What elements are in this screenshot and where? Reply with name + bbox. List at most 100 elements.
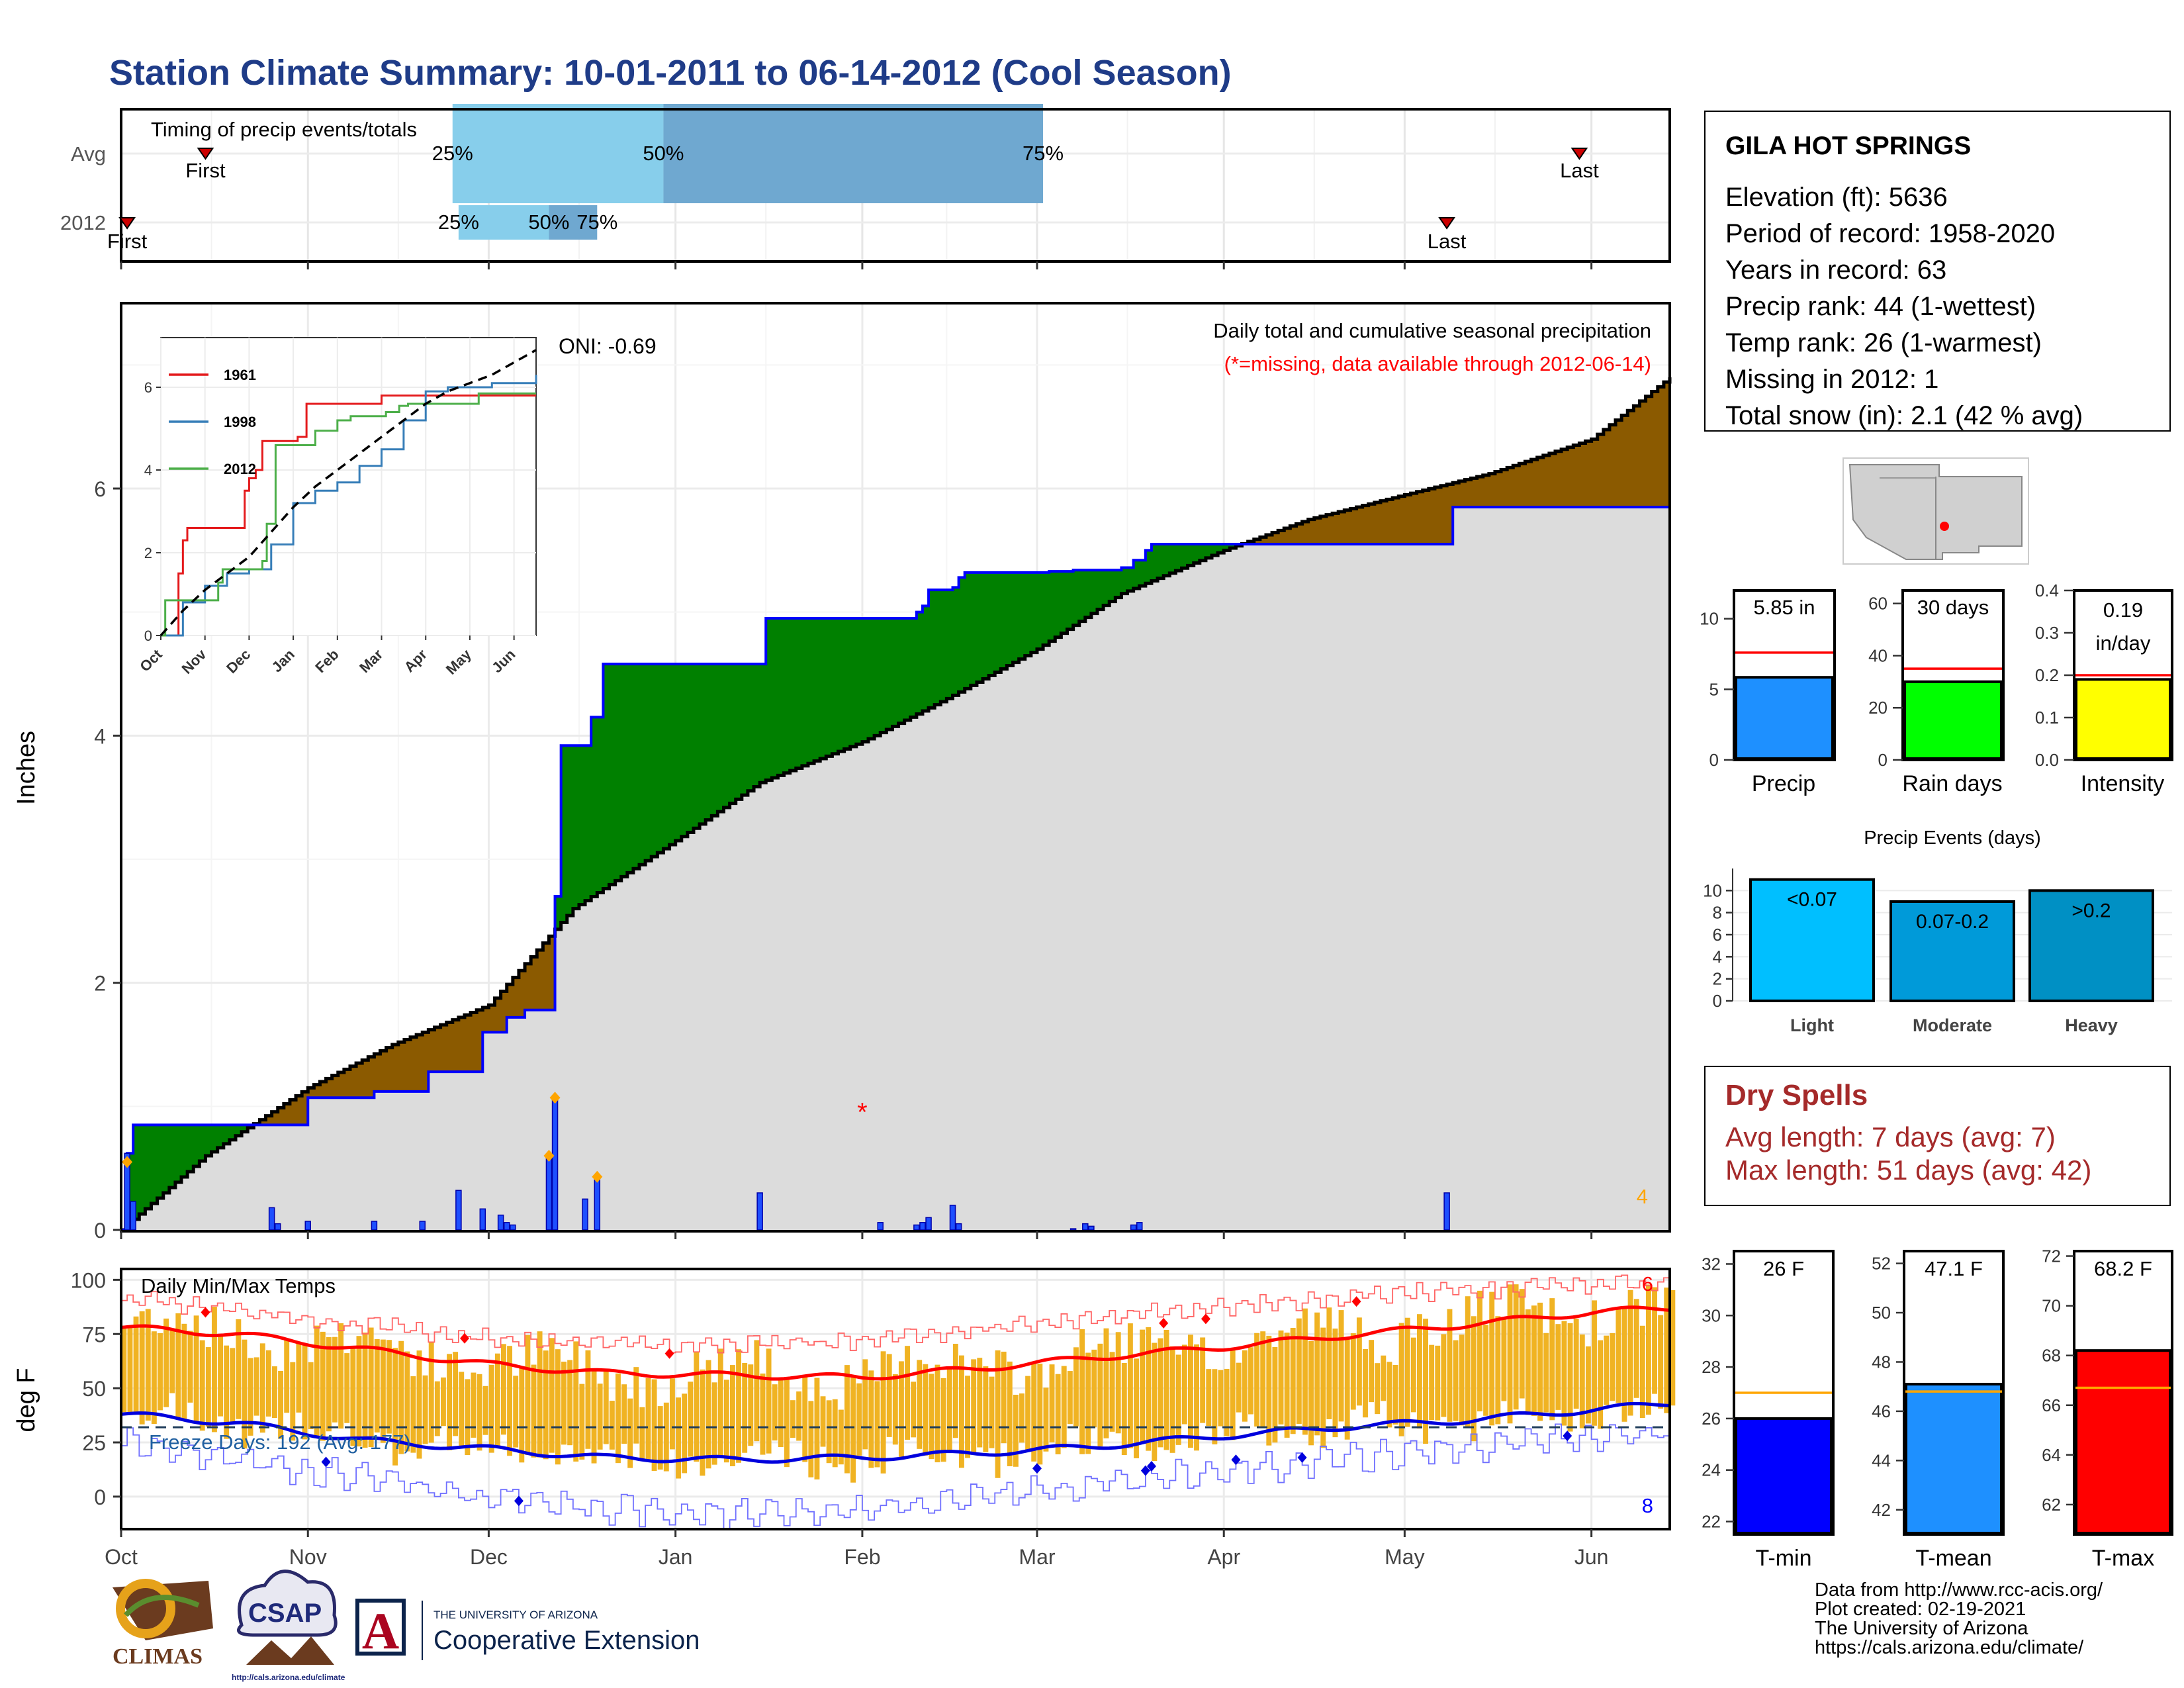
daily-temp-bar xyxy=(1381,1355,1387,1401)
daily-precip-bar xyxy=(925,1217,932,1231)
daily-temp-bar xyxy=(832,1399,838,1468)
mini-y-tick-label: 40 xyxy=(1868,645,1888,665)
daily-temp-bar xyxy=(199,1340,205,1431)
daily-temp-bar xyxy=(1561,1321,1567,1426)
daily-temp-bar xyxy=(760,1373,766,1455)
inset-legend-label: 1998 xyxy=(224,414,256,430)
daily-temp-bar xyxy=(555,1349,561,1465)
inset-line-1961 xyxy=(161,395,536,637)
daily-temp-bar xyxy=(296,1343,302,1413)
daily-temp-bar xyxy=(1592,1300,1597,1426)
daily-temp-bar xyxy=(711,1382,717,1465)
x-axis-month-label: Dec xyxy=(470,1545,508,1569)
daily-temp-bar xyxy=(459,1372,465,1447)
daily-temp-bar xyxy=(1573,1318,1579,1409)
daily-temp-bar xyxy=(1013,1395,1019,1467)
daily-temp-bar xyxy=(995,1350,1001,1478)
temp-summary-bar-t-mean xyxy=(1905,1382,2003,1534)
daily-temp-bar xyxy=(1007,1361,1013,1467)
freeze-days-label: Freeze Days: 192 (Avg: 177) xyxy=(149,1430,411,1454)
daily-temp-bar xyxy=(682,1393,688,1474)
station-period: Period of record: 1958-2020 xyxy=(1725,219,2056,248)
daily-temp-bar xyxy=(1019,1393,1024,1443)
timing-row-avg: Avg xyxy=(71,142,106,165)
daily-temp-bar xyxy=(314,1325,320,1438)
daily-temp-bar xyxy=(248,1358,253,1436)
daily-temp-bar xyxy=(754,1340,760,1442)
x-axis-month-label: Oct xyxy=(105,1545,138,1569)
daily-temp-bar xyxy=(1398,1323,1404,1436)
climas-logo: CLIMAS xyxy=(113,1579,213,1669)
record-low-marker xyxy=(321,1456,331,1468)
daily-temp-bar xyxy=(278,1370,284,1439)
x-axis-month-label: Mar xyxy=(1019,1545,1055,1569)
daily-temp-bar xyxy=(567,1360,573,1446)
record-low-marker xyxy=(1032,1463,1042,1474)
precip-y-tick-label: 0 xyxy=(94,1219,106,1243)
inset-legend-label: 1961 xyxy=(224,367,256,383)
daily-temp-bar xyxy=(290,1362,296,1441)
daily-temp-bar xyxy=(651,1379,657,1471)
record-low-marker xyxy=(514,1495,523,1507)
daily-temp-bar xyxy=(1652,1287,1657,1394)
timing-last-label: Last xyxy=(1428,230,1467,253)
daily-temp-bar xyxy=(488,1364,494,1453)
daily-temp-bar xyxy=(748,1364,754,1446)
daily-temp-bar xyxy=(736,1349,742,1463)
daily-temp-bar xyxy=(874,1381,880,1468)
daily-temp-bar xyxy=(1549,1298,1555,1421)
station-precip-rank: Precip rank: 44 (1-wettest) xyxy=(1725,292,2036,321)
mini-y-tick-label: 0.3 xyxy=(2035,623,2059,643)
daily-precip-bar xyxy=(1082,1223,1089,1231)
temp-summary-y-tick-label: 62 xyxy=(2042,1495,2061,1515)
events-category-label: Heavy xyxy=(2065,1015,2118,1035)
daily-temp-bar xyxy=(1501,1317,1507,1401)
daily-temp-bar xyxy=(1169,1346,1175,1453)
daily-precip-bar xyxy=(594,1176,601,1231)
daily-temp-bar xyxy=(1555,1324,1561,1410)
daily-temp-bar xyxy=(1278,1330,1284,1425)
x-axis-month-label: Feb xyxy=(844,1545,880,1569)
temp-summary-y-tick-label: 42 xyxy=(1872,1500,1891,1520)
daily-temp-bar xyxy=(416,1350,422,1459)
timing-first-label: First xyxy=(185,159,226,182)
daily-temp-bar xyxy=(1670,1290,1676,1406)
daily-temp-bar xyxy=(1344,1337,1350,1440)
daily-temp-bar xyxy=(657,1406,663,1470)
temp-summary-y-tick-label: 68 xyxy=(2042,1346,2061,1366)
timing-first-label: First xyxy=(107,230,148,253)
daily-temp-bar xyxy=(766,1348,772,1454)
timing-pct-label: 25% xyxy=(438,211,479,234)
daily-temp-bar xyxy=(1332,1328,1338,1438)
daily-precip-bar xyxy=(268,1207,275,1231)
record-max-line xyxy=(121,1274,1670,1354)
daily-temp-bar xyxy=(362,1333,368,1448)
daily-temp-bar xyxy=(868,1370,874,1468)
mini-y-tick-label: 10 xyxy=(1700,609,1719,629)
events-bar-light xyxy=(1749,878,1875,1002)
daily-temp-bar xyxy=(850,1375,856,1483)
temp-y-tick-label: 25 xyxy=(82,1431,106,1455)
mini-bar-precip xyxy=(1735,676,1834,761)
events-bar-label: <0.07 xyxy=(1787,889,1837,911)
daily-precip-bar xyxy=(913,1224,920,1231)
daily-temp-bar xyxy=(1627,1289,1633,1416)
temp-summary-label: T-min xyxy=(1756,1546,1812,1571)
daily-temp-bar xyxy=(923,1364,929,1456)
daily-precip-bar xyxy=(1136,1222,1143,1231)
daily-temp-bar xyxy=(1477,1290,1482,1412)
daily-precip-bar xyxy=(955,1223,962,1231)
daily-temp-bar xyxy=(163,1318,169,1407)
dry-spells-title: Dry Spells xyxy=(1725,1079,1868,1111)
daily-precip-bar xyxy=(503,1222,510,1231)
record-high-marker xyxy=(1201,1313,1210,1325)
daily-temp-bar xyxy=(434,1381,440,1436)
daily-temp-bar xyxy=(1356,1317,1362,1406)
daily-temp-bar xyxy=(952,1344,958,1438)
daily-temp-bar xyxy=(1284,1333,1290,1438)
mini-bar-intensity xyxy=(2075,678,2171,761)
daily-temp-bar xyxy=(447,1354,452,1450)
timing-marker-icon xyxy=(118,217,136,230)
timing-bar-50-75 xyxy=(663,104,1044,203)
